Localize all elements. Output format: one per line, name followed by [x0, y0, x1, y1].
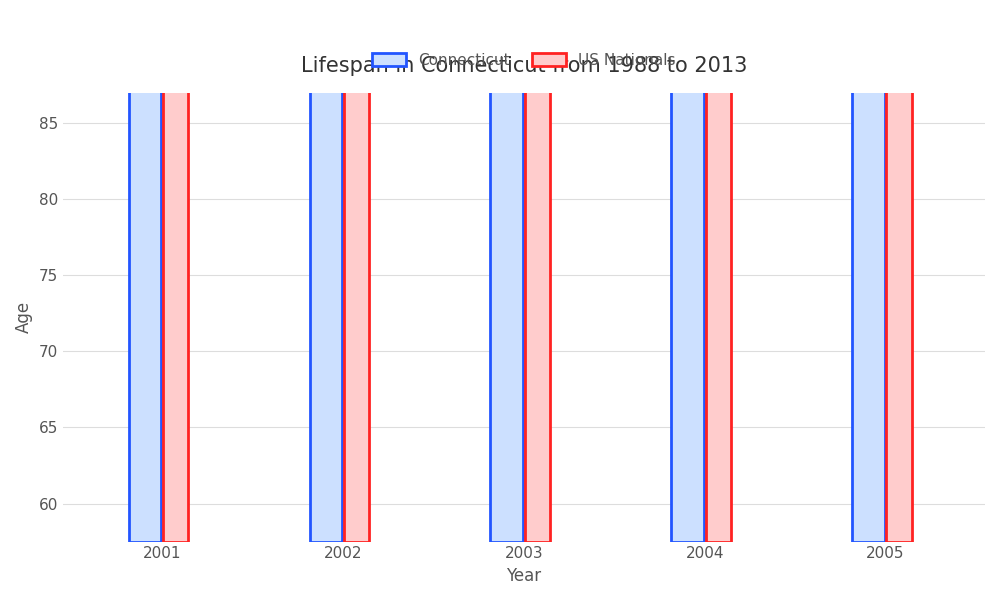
Bar [490, 0, 523, 542]
Bar [671, 0, 704, 542]
Bar [852, 0, 885, 542]
Bar [706, 0, 731, 542]
X-axis label: Year: Year [506, 567, 541, 585]
Bar [129, 0, 161, 542]
Bar [344, 0, 369, 542]
Title: Lifespan in Connecticut from 1988 to 2013: Lifespan in Connecticut from 1988 to 201… [301, 56, 747, 76]
Bar [163, 0, 188, 542]
Bar [310, 0, 342, 542]
Y-axis label: Age: Age [15, 301, 33, 333]
Legend: Connecticut, US Nationals: Connecticut, US Nationals [366, 47, 682, 74]
Bar [525, 0, 550, 542]
Bar [886, 0, 912, 542]
